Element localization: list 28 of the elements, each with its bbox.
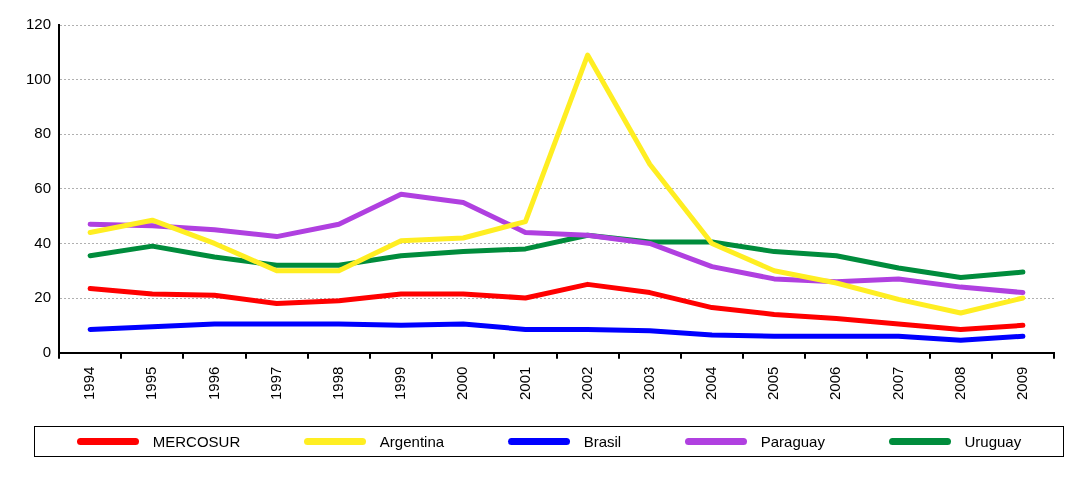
- legend-label: Paraguay: [760, 433, 825, 450]
- legend-label: MERCOSUR: [152, 433, 241, 450]
- x-tick-label: 2007: [888, 366, 906, 401]
- x-tick-label: 1995: [142, 366, 160, 401]
- x-tick-label: 2008: [950, 366, 968, 401]
- x-tick-label: 1998: [329, 366, 346, 401]
- x-tick-label: 2005: [764, 366, 782, 401]
- x-tick-label: 2002: [577, 366, 595, 401]
- legend-label: Argentina: [379, 433, 445, 450]
- x-tick-label: 2003: [639, 366, 657, 401]
- y-tick-label: 20: [34, 288, 52, 306]
- x-tick-label: 2004: [702, 366, 720, 401]
- legend-label: Uruguay: [964, 433, 1022, 450]
- x-tick-label: 2009: [1013, 366, 1031, 401]
- y-tick-label: 120: [26, 15, 52, 33]
- legend-label: Brasil: [583, 433, 622, 450]
- y-tick-label: 100: [26, 69, 52, 87]
- x-tick-label: 2000: [453, 366, 471, 401]
- y-tick-label: 80: [34, 124, 52, 142]
- x-tick-label: 1996: [204, 366, 222, 401]
- x-tick-label: 1999: [391, 366, 409, 401]
- x-tick-label: 1997: [266, 366, 284, 401]
- y-tick-label: 40: [34, 233, 52, 251]
- x-tick-label: 2006: [826, 366, 844, 401]
- y-tick-label: 0: [42, 342, 52, 360]
- y-tick-label: 60: [34, 178, 52, 196]
- x-tick-label: 2001: [515, 366, 533, 401]
- x-tick-label: 1994: [80, 366, 98, 401]
